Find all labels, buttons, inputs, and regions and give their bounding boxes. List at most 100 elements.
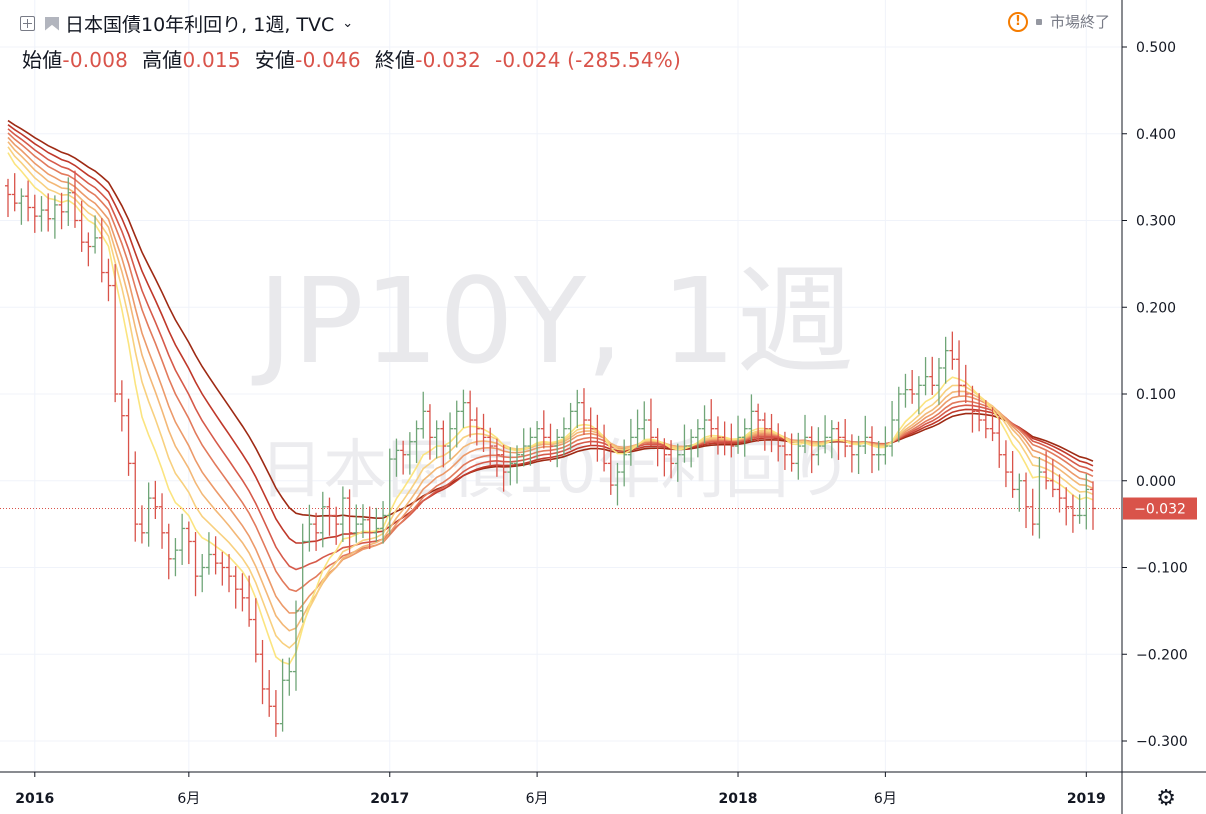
ohlc-bar <box>514 445 521 484</box>
ohlc-bar <box>366 506 373 550</box>
warning-icon[interactable]: ! <box>1007 11 1028 32</box>
x-tick-label: 6月 <box>177 791 200 807</box>
ohlc-bar <box>1029 488 1036 536</box>
ohlc-bar <box>386 448 393 535</box>
ohlc-bar <box>580 388 587 436</box>
close-label: 終値 <box>374 48 416 72</box>
ohlc-bar <box>708 399 715 438</box>
ohlc-bar <box>272 690 279 737</box>
ohlc-bar <box>889 400 896 457</box>
ohlc-bar <box>587 407 594 446</box>
ohlc-bar <box>179 513 186 565</box>
low-value: -0.046 <box>295 48 361 72</box>
change-value: -0.024 (-285.54%) <box>494 48 681 72</box>
ohlc-bar <box>98 218 105 283</box>
ohlc-bar <box>647 398 654 446</box>
ohlc-bar <box>949 331 956 370</box>
ohlc-bar <box>145 482 152 547</box>
ohlc-bar <box>393 438 400 477</box>
ohlc-bar <box>380 501 387 544</box>
ohlc-bar <box>1023 472 1030 529</box>
ohlc-bar <box>935 357 942 405</box>
price-label-badge: −0.032 <box>1123 497 1197 520</box>
time-axis[interactable]: 2016 6月 2017 6月 2018 6月 2019 <box>15 772 1106 807</box>
ohlc-bar <box>1083 473 1090 530</box>
ohlc-bar <box>212 536 219 575</box>
low-label: 安値 <box>254 48 296 72</box>
ohlc-bar <box>138 505 145 544</box>
ohlc-bar <box>1009 450 1016 498</box>
ohlc-bar <box>862 415 869 455</box>
ohlc-bar <box>641 401 648 440</box>
flag-icon[interactable] <box>45 16 59 31</box>
ma-ribbon <box>7 119 1094 666</box>
ohlc-bar <box>855 435 862 475</box>
y-tick-label: 0.100 <box>1136 387 1176 403</box>
price-label: −0.032 <box>1134 502 1186 518</box>
ohlc-bar <box>902 373 909 408</box>
ohlc-bar <box>989 407 996 442</box>
ma-line <box>7 152 1094 666</box>
ohlc-bar <box>661 438 668 477</box>
ohlc-bar <box>741 418 748 457</box>
ohlc-bar <box>406 432 413 475</box>
ohlc-bar <box>728 423 735 458</box>
status-dot-icon <box>1035 18 1042 25</box>
ohlc-legend: 始値-0.008 高値0.015 安値-0.046 終値-0.032 -0.024 (-… <box>22 44 681 73</box>
ohlc-bar <box>65 177 72 226</box>
ohlc-bar <box>58 192 65 230</box>
ohlc-bar <box>18 188 25 225</box>
ohlc-bar <box>848 434 855 473</box>
ohlc-bar <box>808 426 815 474</box>
market-status-text: 市場終了 <box>1049 13 1110 31</box>
ohlc-bar <box>875 441 882 471</box>
market-status[interactable]: ! 市場終了 <box>1007 11 1110 32</box>
ohlc-bar <box>45 193 52 232</box>
ohlc-bar <box>540 410 547 449</box>
ohlc-bar <box>607 443 614 495</box>
ohlc-bar <box>534 421 541 460</box>
ohlc-bar <box>373 507 380 542</box>
ohlc-bar <box>92 215 99 254</box>
ohlc-bar <box>400 440 407 475</box>
ohlc-bar <box>909 369 916 404</box>
ohlc-bar <box>1043 451 1050 490</box>
price-axis[interactable]: 0.500 0.400 0.300 0.200 0.100 0.000 −0.100 −0.2… <box>1122 40 1188 750</box>
ohlc-bar <box>969 385 976 433</box>
ohlc-bar <box>31 194 38 233</box>
ohlc-bar <box>1036 456 1043 539</box>
ohlc-bar <box>694 419 701 458</box>
ohlc-bar <box>1056 474 1063 513</box>
ohlc-bar <box>956 340 963 396</box>
y-tick-label: −0.200 <box>1136 647 1188 663</box>
ohlc-bar <box>252 598 259 663</box>
ma-line <box>7 146 1094 649</box>
ohlc-bar <box>487 427 494 466</box>
ohlc-bar <box>748 394 755 442</box>
grid <box>0 0 1122 772</box>
ohlc-bar <box>527 427 534 466</box>
chevron-down-icon[interactable]: ⌄ <box>342 16 354 31</box>
gear-icon[interactable]: ⚙ <box>1156 786 1176 811</box>
symbol-title-row[interactable]: 日本国債10年利回り, 1週, TVC ⌄ <box>20 10 353 37</box>
ohlc-bars <box>5 170 1096 737</box>
ohlc-bar <box>346 489 353 554</box>
ohlc-bar <box>674 443 681 482</box>
expand-plus-icon[interactable] <box>20 16 35 31</box>
ohlc-bar <box>185 521 192 565</box>
symbol-title[interactable]: 日本国債10年利回り, 1週, TVC <box>65 14 335 36</box>
open-value: -0.008 <box>62 48 129 72</box>
close-value: -0.032 <box>415 48 481 72</box>
ohlc-bar <box>239 573 246 612</box>
ohlc-bar <box>172 538 179 577</box>
ohlc-bar <box>1063 487 1070 526</box>
ohlc-bar <box>199 553 206 593</box>
ohlc-bar <box>440 420 447 468</box>
ohlc-bar <box>788 433 795 472</box>
ohlc-bar <box>125 398 132 476</box>
ohlc-bar <box>714 416 721 455</box>
ohlc-bar <box>976 393 983 432</box>
y-tick-label: 0.400 <box>1136 127 1176 143</box>
ohlc-bar <box>755 403 762 442</box>
